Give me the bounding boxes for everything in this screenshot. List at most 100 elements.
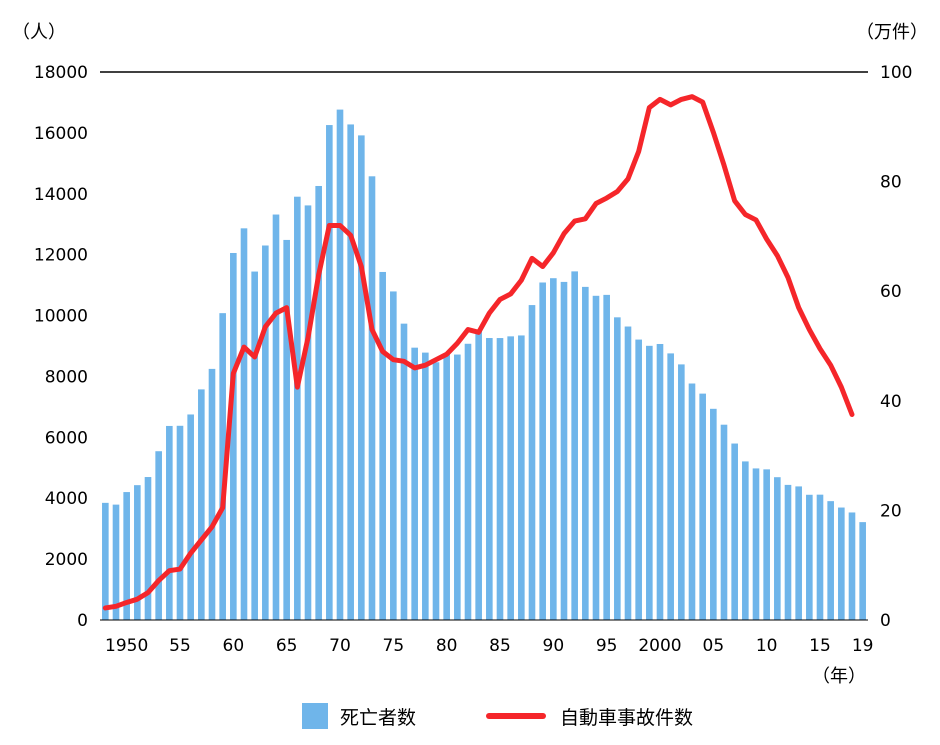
bar-1996 [614,317,621,620]
bar-1959 [219,313,226,620]
x-tick-label: 85 [489,636,511,656]
bar-1965 [283,239,290,620]
bar-1957 [198,389,205,620]
bar-1990 [550,278,557,620]
bar-2007 [731,443,738,620]
bar-1955 [176,425,184,620]
bar-2006 [720,424,728,620]
left-tick-label: 18000 [34,63,88,83]
bar-1983 [475,330,482,620]
x-tick-label: 10 [756,636,778,656]
bar-1992 [571,271,578,620]
bar-1948 [102,502,109,620]
bar-series [102,109,866,621]
bar-1968 [315,185,322,621]
legend-item-deaths: 死亡者数 [302,700,416,732]
bar-1993 [582,286,589,620]
bar-2004 [699,393,706,620]
bar-1988 [528,305,536,620]
bar-1961 [240,228,248,620]
x-tick-label: 60 [223,636,245,656]
bar-1979 [432,362,440,620]
bar-1982 [464,343,472,620]
x-tick-label: 19 [852,636,874,656]
right-tick-label: 0 [880,611,891,631]
bar-1973 [368,176,376,621]
x-tick-label: 90 [543,636,565,656]
bar-1960 [230,252,237,621]
legend-label-deaths: 死亡者数 [340,706,417,729]
bar-2002 [678,364,685,620]
bar-1956 [187,414,194,620]
left-tick-label: 16000 [34,124,88,144]
accident-line [102,94,855,611]
bar-2014 [806,494,813,620]
bar-1976 [400,323,408,620]
bar-1962 [251,271,258,620]
legend-swatch-line [486,713,546,719]
right-tick-label: 40 [880,392,902,412]
bar-1980 [443,353,450,620]
left-tick-label: 0 [77,611,88,631]
x-tick-label: 15 [809,636,831,656]
left-tick-label: 12000 [34,246,88,266]
right-axis-ticks: 0 20 40 60 80 100 [880,63,912,631]
right-tick-label: 20 [880,501,902,521]
bar-1964 [272,214,280,621]
bar-1972 [358,135,365,620]
bar-1954 [166,425,173,620]
legend-swatch-bar [302,703,328,729]
bar-1981 [454,354,461,620]
bar-1994 [592,295,600,620]
x-tick-label: 80 [436,636,458,656]
bar-2001 [667,353,674,620]
bar-1999 [646,345,653,620]
bar-2011 [774,477,781,620]
bar-1991 [560,281,568,620]
bar-1997 [624,326,632,620]
left-tick-label: 6000 [45,428,88,448]
bar-2017 [838,507,845,620]
bar-1950 [123,492,130,620]
left-tick-label: 8000 [45,367,88,387]
bar-1953 [155,451,162,620]
x-tick-label: 2000 [638,636,681,656]
bar-2013 [795,486,802,620]
right-tick-label: 80 [880,173,902,193]
bar-1974 [379,271,386,620]
bar-2016 [827,501,834,620]
bar-2008 [742,461,749,620]
bar-2003 [688,383,696,620]
bar-1967 [304,205,312,620]
bar-2019 [859,522,866,620]
bar-1951 [134,485,141,620]
bar-1966 [294,196,301,620]
bar-1958 [208,368,216,620]
bar-1998 [635,339,642,620]
bar-1949 [112,504,120,620]
bar-1985 [496,338,504,620]
left-axis-ticks: 0 2000 4000 6000 8000 10000 12000 14000 16000 180… [34,63,88,631]
bar-1986 [507,336,514,620]
bar-1952 [144,477,152,620]
bar-2009 [752,468,760,620]
x-tick-label: 70 [329,636,351,656]
bar-1963 [262,245,269,620]
bar-1989 [539,282,546,620]
x-tick-label: 55 [169,636,191,656]
bar-1984 [486,338,493,620]
bar-2005 [710,408,717,620]
x-tick-label: 1950 [105,636,148,656]
right-tick-label: 100 [880,63,912,83]
bar-1995 [603,294,610,620]
bar-2015 [816,494,824,620]
bar-2018 [848,512,856,620]
legend-item-accidents: 自動車事故件数 [486,700,693,732]
right-tick-label: 60 [880,282,902,302]
x-tick-label: 05 [703,636,725,656]
legend-label-accidents: 自動車事故件数 [560,706,694,729]
bar-1969 [326,125,333,620]
left-tick-label: 14000 [34,185,88,205]
left-tick-label: 2000 [45,550,88,570]
bar-1971 [347,124,354,621]
